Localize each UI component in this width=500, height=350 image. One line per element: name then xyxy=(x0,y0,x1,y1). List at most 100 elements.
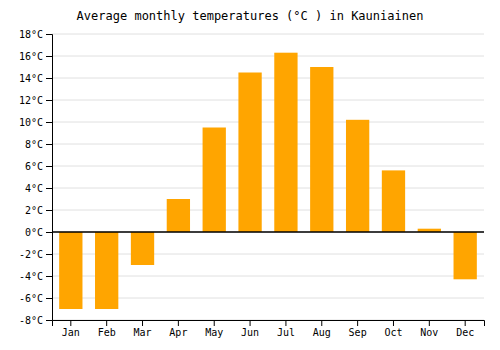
bar xyxy=(59,232,82,309)
grid-line xyxy=(52,100,484,101)
grid-line xyxy=(52,232,484,233)
y-tick-mark xyxy=(46,210,52,211)
grid-line xyxy=(52,78,484,79)
x-tick: Apr xyxy=(169,320,187,338)
x-tick-mark xyxy=(250,320,251,326)
x-tick-label: Sep xyxy=(349,327,367,338)
x-tick: Oct xyxy=(384,320,402,338)
y-tick: 12°C xyxy=(19,95,52,106)
bar xyxy=(131,232,154,265)
x-tick-label: Feb xyxy=(98,327,116,338)
y-tick: 6°C xyxy=(25,161,52,172)
y-tick-label: 0°C xyxy=(25,227,43,238)
y-tick-mark xyxy=(46,122,52,123)
grid-line xyxy=(52,210,484,211)
x-tick-label: Nov xyxy=(420,327,438,338)
x-axis-line xyxy=(53,321,485,327)
x-tick-label: Oct xyxy=(384,327,402,338)
x-tick: Aug xyxy=(313,320,331,338)
x-tick-mark xyxy=(465,320,466,326)
plot: -8°C-6°C-4°C-2°C0°C2°C4°C6°C8°C10°C12°C1… xyxy=(19,29,485,338)
x-axis: Jan Feb Mar Apr May Jun Jul Aug Sep Oct Nov Dec xyxy=(53,320,485,338)
x-tick-mark xyxy=(106,320,107,326)
x-tick: Dec xyxy=(456,320,474,338)
zero-line xyxy=(52,231,484,233)
x-tick: Sep xyxy=(349,320,367,338)
bar xyxy=(274,53,297,232)
y-tick: 18°C xyxy=(19,29,52,40)
x-tick-label: Mar xyxy=(133,327,151,338)
grid-line xyxy=(52,34,484,35)
x-tick: May xyxy=(205,320,223,338)
y-tick-label: 6°C xyxy=(25,161,43,172)
y-tick-mark xyxy=(46,188,52,189)
y-tick-label: -4°C xyxy=(19,271,43,282)
y-tick-mark xyxy=(46,232,52,233)
y-tick-mark xyxy=(46,34,52,35)
x-tick-mark xyxy=(393,320,394,326)
x-tick: Nov xyxy=(420,320,438,338)
x-tick: Jun xyxy=(241,320,259,338)
y-tick: 8°C xyxy=(25,139,52,150)
y-tick-mark xyxy=(46,166,52,167)
x-tick-label: Jan xyxy=(62,327,80,338)
bar xyxy=(346,120,369,232)
y-tick-label: 8°C xyxy=(25,139,43,150)
y-tick: 14°C xyxy=(19,73,52,84)
y-tick-label: 16°C xyxy=(19,51,43,62)
y-tick-mark xyxy=(46,56,52,57)
y-tick-label: 4°C xyxy=(25,183,43,194)
x-tick-label: Aug xyxy=(313,327,331,338)
y-tick: -4°C xyxy=(19,271,52,282)
x-tick: Feb xyxy=(98,320,116,338)
bar xyxy=(310,67,333,232)
y-tick-label: 10°C xyxy=(19,117,43,128)
x-tick-mark xyxy=(285,320,286,326)
y-tick: -6°C xyxy=(19,293,52,304)
x-tick-mark xyxy=(178,320,179,326)
y-tick-mark xyxy=(46,254,52,255)
bars xyxy=(59,53,477,309)
chart: -8°C-6°C-4°C-2°C0°C2°C4°C6°C8°C10°C12°C1… xyxy=(0,0,500,350)
y-tick-mark xyxy=(46,100,52,101)
bar xyxy=(238,73,261,233)
x-tick-mark xyxy=(214,320,215,326)
x-tick-mark xyxy=(321,320,322,326)
x-tick-mark xyxy=(429,320,430,326)
y-tick: 10°C xyxy=(19,117,52,128)
x-tick-label: Jul xyxy=(277,327,295,338)
grid-line xyxy=(52,56,484,57)
y-tick-label: -6°C xyxy=(19,293,43,304)
y-tick: 2°C xyxy=(25,205,52,216)
y-tick-label: 12°C xyxy=(19,95,43,106)
x-tick-label: Jun xyxy=(241,327,259,338)
bar xyxy=(454,232,477,279)
y-axis-line xyxy=(46,35,53,321)
y-tick-mark xyxy=(46,298,52,299)
grid-line xyxy=(52,166,484,167)
x-tick: Jul xyxy=(277,320,295,338)
y-tick-mark xyxy=(46,320,52,321)
y-tick-mark xyxy=(46,144,52,145)
title: Average monthly temperatures (°C ) in Ka… xyxy=(77,9,424,23)
y-tick: 16°C xyxy=(19,51,52,62)
x-tick: Mar xyxy=(133,320,151,338)
y-tick-label: -8°C xyxy=(19,315,43,326)
grid-line xyxy=(52,188,484,189)
y-tick-label: 2°C xyxy=(25,205,43,216)
y-tick: 0°C xyxy=(25,227,52,238)
bar xyxy=(203,128,226,233)
y-tick: 4°C xyxy=(25,183,52,194)
grid xyxy=(52,34,484,320)
y-tick: -8°C xyxy=(19,315,52,326)
x-tick-label: Apr xyxy=(169,327,187,338)
grid-line xyxy=(52,122,484,123)
y-tick-label: 14°C xyxy=(19,73,43,84)
x-tick-mark xyxy=(142,320,143,326)
x-tick-label: May xyxy=(205,327,223,338)
bar xyxy=(95,232,118,309)
grid-line xyxy=(52,144,484,145)
y-tick-label: 18°C xyxy=(19,29,43,40)
y-axis: -8°C-6°C-4°C-2°C0°C2°C4°C6°C8°C10°C12°C1… xyxy=(19,29,53,326)
x-tick-mark xyxy=(70,320,71,326)
